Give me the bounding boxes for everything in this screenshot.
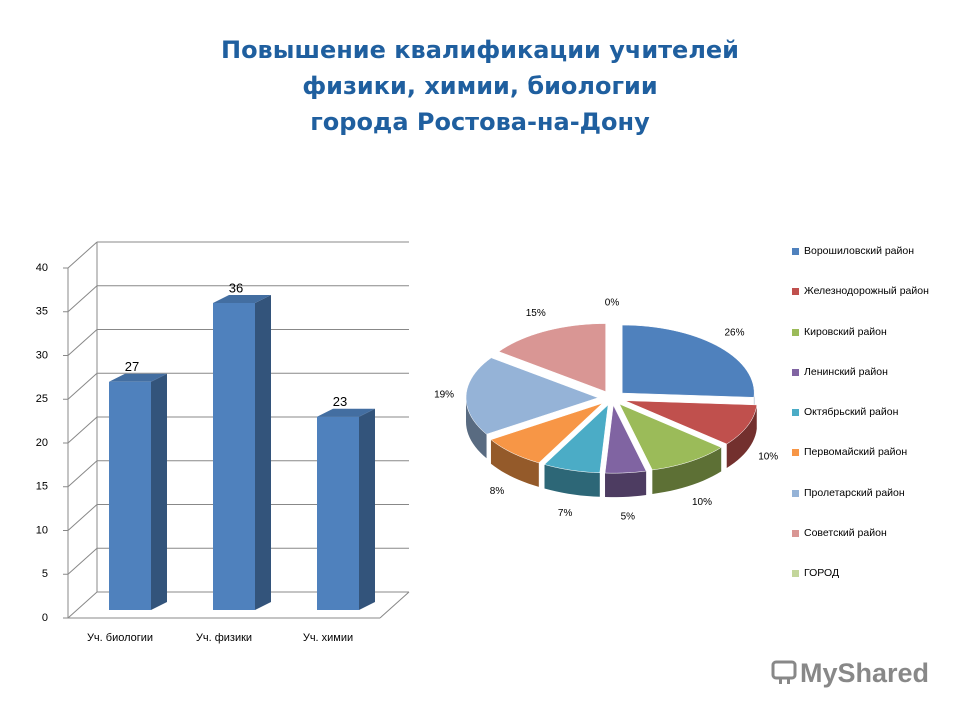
y-tick-label: 25 <box>36 393 48 405</box>
legend-swatch <box>792 449 799 457</box>
data-label: 0% <box>605 297 620 308</box>
pie-side <box>726 404 757 468</box>
watermark-icon <box>771 660 797 684</box>
data-label: 19% <box>434 390 454 401</box>
pie-slice <box>465 357 599 435</box>
legend-label: Первомайский район <box>804 446 908 459</box>
grid-line <box>67 547 98 575</box>
bar-top <box>317 408 375 417</box>
legend-swatch <box>792 489 799 497</box>
bar-top <box>109 373 167 382</box>
legend-item: Ленинский район <box>792 365 942 405</box>
pie-slice <box>544 404 609 474</box>
legend-label: Октябрьский район <box>804 406 899 419</box>
legend-swatch <box>792 328 799 336</box>
legend-swatch <box>792 409 799 417</box>
y-tick-label: 15 <box>36 481 48 493</box>
pie-slice <box>618 403 722 471</box>
legend-swatch <box>792 570 799 578</box>
grid-line <box>67 504 98 531</box>
legend-item: Первомайский район <box>792 445 942 485</box>
slide-title: Повышение квалификации учителей <box>220 36 739 64</box>
legend: Ворошиловский район Железнодорожный район… <box>792 244 942 607</box>
legend-label: Советский район <box>804 527 887 540</box>
axis-line <box>379 591 410 619</box>
grid-line <box>67 285 98 313</box>
data-label: 23 <box>333 394 347 409</box>
data-label: 10% <box>758 452 778 463</box>
legend-label: Пролетарский район <box>804 486 905 499</box>
watermark-text: MyShared <box>800 658 930 688</box>
legend-label: Ворошиловский район <box>804 245 915 257</box>
x-tick-label: Уч. биологии <box>87 632 153 644</box>
legend-item: Железнодорожный район <box>792 284 942 324</box>
data-label: 36 <box>229 280 243 295</box>
legend-item: Октябрьский район <box>792 405 942 445</box>
data-label: 15% <box>526 308 546 319</box>
y-tick-label: 20 <box>36 437 48 449</box>
grid-line <box>67 329 98 356</box>
data-label: 26% <box>724 327 744 338</box>
bar-side <box>255 295 271 610</box>
bar <box>109 381 151 610</box>
pie-side <box>544 464 600 497</box>
legend-swatch <box>792 288 799 296</box>
legend-swatch <box>792 248 799 255</box>
legend-item: Пролетарский район <box>792 486 942 526</box>
bar-top <box>213 295 271 303</box>
y-tick-label: 5 <box>42 568 48 580</box>
pie-slice <box>604 404 647 474</box>
y-tick-label: 0 <box>42 612 48 624</box>
y-tick-label: 40 <box>36 262 48 274</box>
pie-slice <box>621 324 755 398</box>
bar-side <box>151 373 167 610</box>
pie-slice <box>624 400 758 445</box>
slide-title: города Ростова-на-Дону <box>310 108 650 136</box>
grid-line <box>67 591 98 619</box>
pie-side <box>490 439 539 487</box>
watermark: MyShared <box>770 656 929 689</box>
legend-swatch <box>792 368 799 376</box>
slide-title: физики, химии, биологии <box>302 72 658 100</box>
grid-line <box>67 416 98 444</box>
legend-label: Ленинский район <box>804 365 888 378</box>
legend-swatch <box>792 530 799 538</box>
legend-item: ГОРОД <box>792 566 942 606</box>
y-tick-label: 35 <box>36 306 48 318</box>
legend-label: ГОРОД <box>804 567 840 580</box>
bar <box>213 303 255 610</box>
bar <box>317 416 359 610</box>
y-tick-label: 10 <box>36 524 48 536</box>
data-label: 27 <box>125 359 139 374</box>
legend-item: Советский район <box>792 526 942 566</box>
legend-item: Ворошиловский район <box>792 244 942 284</box>
y-tick-label: 30 <box>36 349 48 361</box>
pie-side <box>605 471 647 498</box>
grid-line <box>67 372 98 400</box>
pie-slice <box>498 323 606 392</box>
data-label: 8% <box>490 486 505 497</box>
data-label: 5% <box>621 511 636 522</box>
pie-side <box>652 447 722 494</box>
legend-label: Кировский район <box>804 325 887 338</box>
bar-side <box>359 408 375 610</box>
pie-slice <box>490 403 603 464</box>
grid-line <box>67 460 98 488</box>
pie-side <box>466 397 487 459</box>
data-label: 10% <box>692 497 712 508</box>
legend-item: Кировский район <box>792 325 942 365</box>
x-tick-label: Уч. химии <box>303 632 353 644</box>
legend-label: Железнодорожный район <box>804 285 929 298</box>
grid-line <box>67 241 98 269</box>
x-tick-label: Уч. физики <box>196 632 252 644</box>
data-label: 7% <box>558 508 573 519</box>
